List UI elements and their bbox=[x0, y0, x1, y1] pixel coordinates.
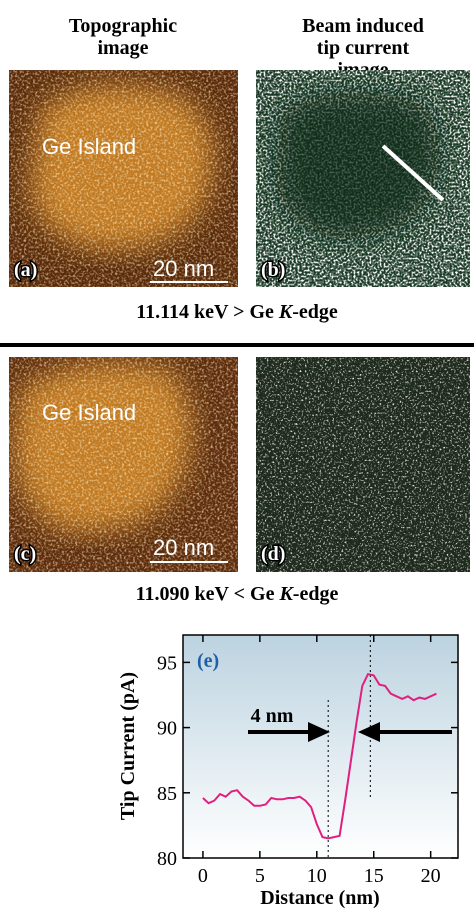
panel-label: (a) bbox=[14, 259, 37, 281]
annotation: 4 nm bbox=[251, 705, 294, 727]
panel-label: (b) bbox=[261, 259, 285, 281]
image-b bbox=[256, 70, 470, 287]
island-label: Ge Island bbox=[42, 400, 136, 425]
panel-label: (c) bbox=[14, 543, 36, 565]
y-tick-label: 90 bbox=[157, 718, 177, 740]
scale-label: 20 nm bbox=[153, 256, 214, 281]
panel-label: (d) bbox=[261, 543, 285, 565]
figure: Topographicimage Beam inducedtip current… bbox=[0, 0, 474, 915]
x-tick-label: 15 bbox=[364, 865, 384, 887]
image-a bbox=[9, 70, 238, 287]
divider bbox=[0, 343, 474, 347]
image-d-noise bbox=[256, 357, 470, 572]
caption: 11.114 keV > Ge K-edge bbox=[136, 301, 338, 323]
caption-text: 11.090 keV < Ge bbox=[136, 583, 280, 605]
caption-text: -edge bbox=[293, 583, 339, 605]
scale-label: 20 nm bbox=[153, 535, 214, 560]
plot-area bbox=[183, 635, 458, 858]
caption-text: -edge bbox=[292, 301, 338, 323]
x-axis-title: Distance (nm) bbox=[260, 887, 379, 909]
y-tick-label: 80 bbox=[157, 848, 177, 870]
x-tick-label: 20 bbox=[421, 865, 441, 887]
caption: 11.090 keV < Ge K-edge bbox=[136, 583, 339, 605]
y-axis-title: Tip Current (pA) bbox=[117, 672, 139, 820]
y-tick-label: 95 bbox=[157, 652, 177, 674]
panel-label: (e) bbox=[197, 650, 219, 672]
caption-text: 11.114 keV > Ge bbox=[136, 301, 279, 323]
x-tick-label: 0 bbox=[198, 865, 208, 887]
y-tick-label: 85 bbox=[157, 783, 177, 805]
x-tick-label: 5 bbox=[255, 865, 265, 887]
island-label: Ge Island bbox=[42, 134, 136, 159]
x-tick-label: 10 bbox=[307, 865, 327, 887]
